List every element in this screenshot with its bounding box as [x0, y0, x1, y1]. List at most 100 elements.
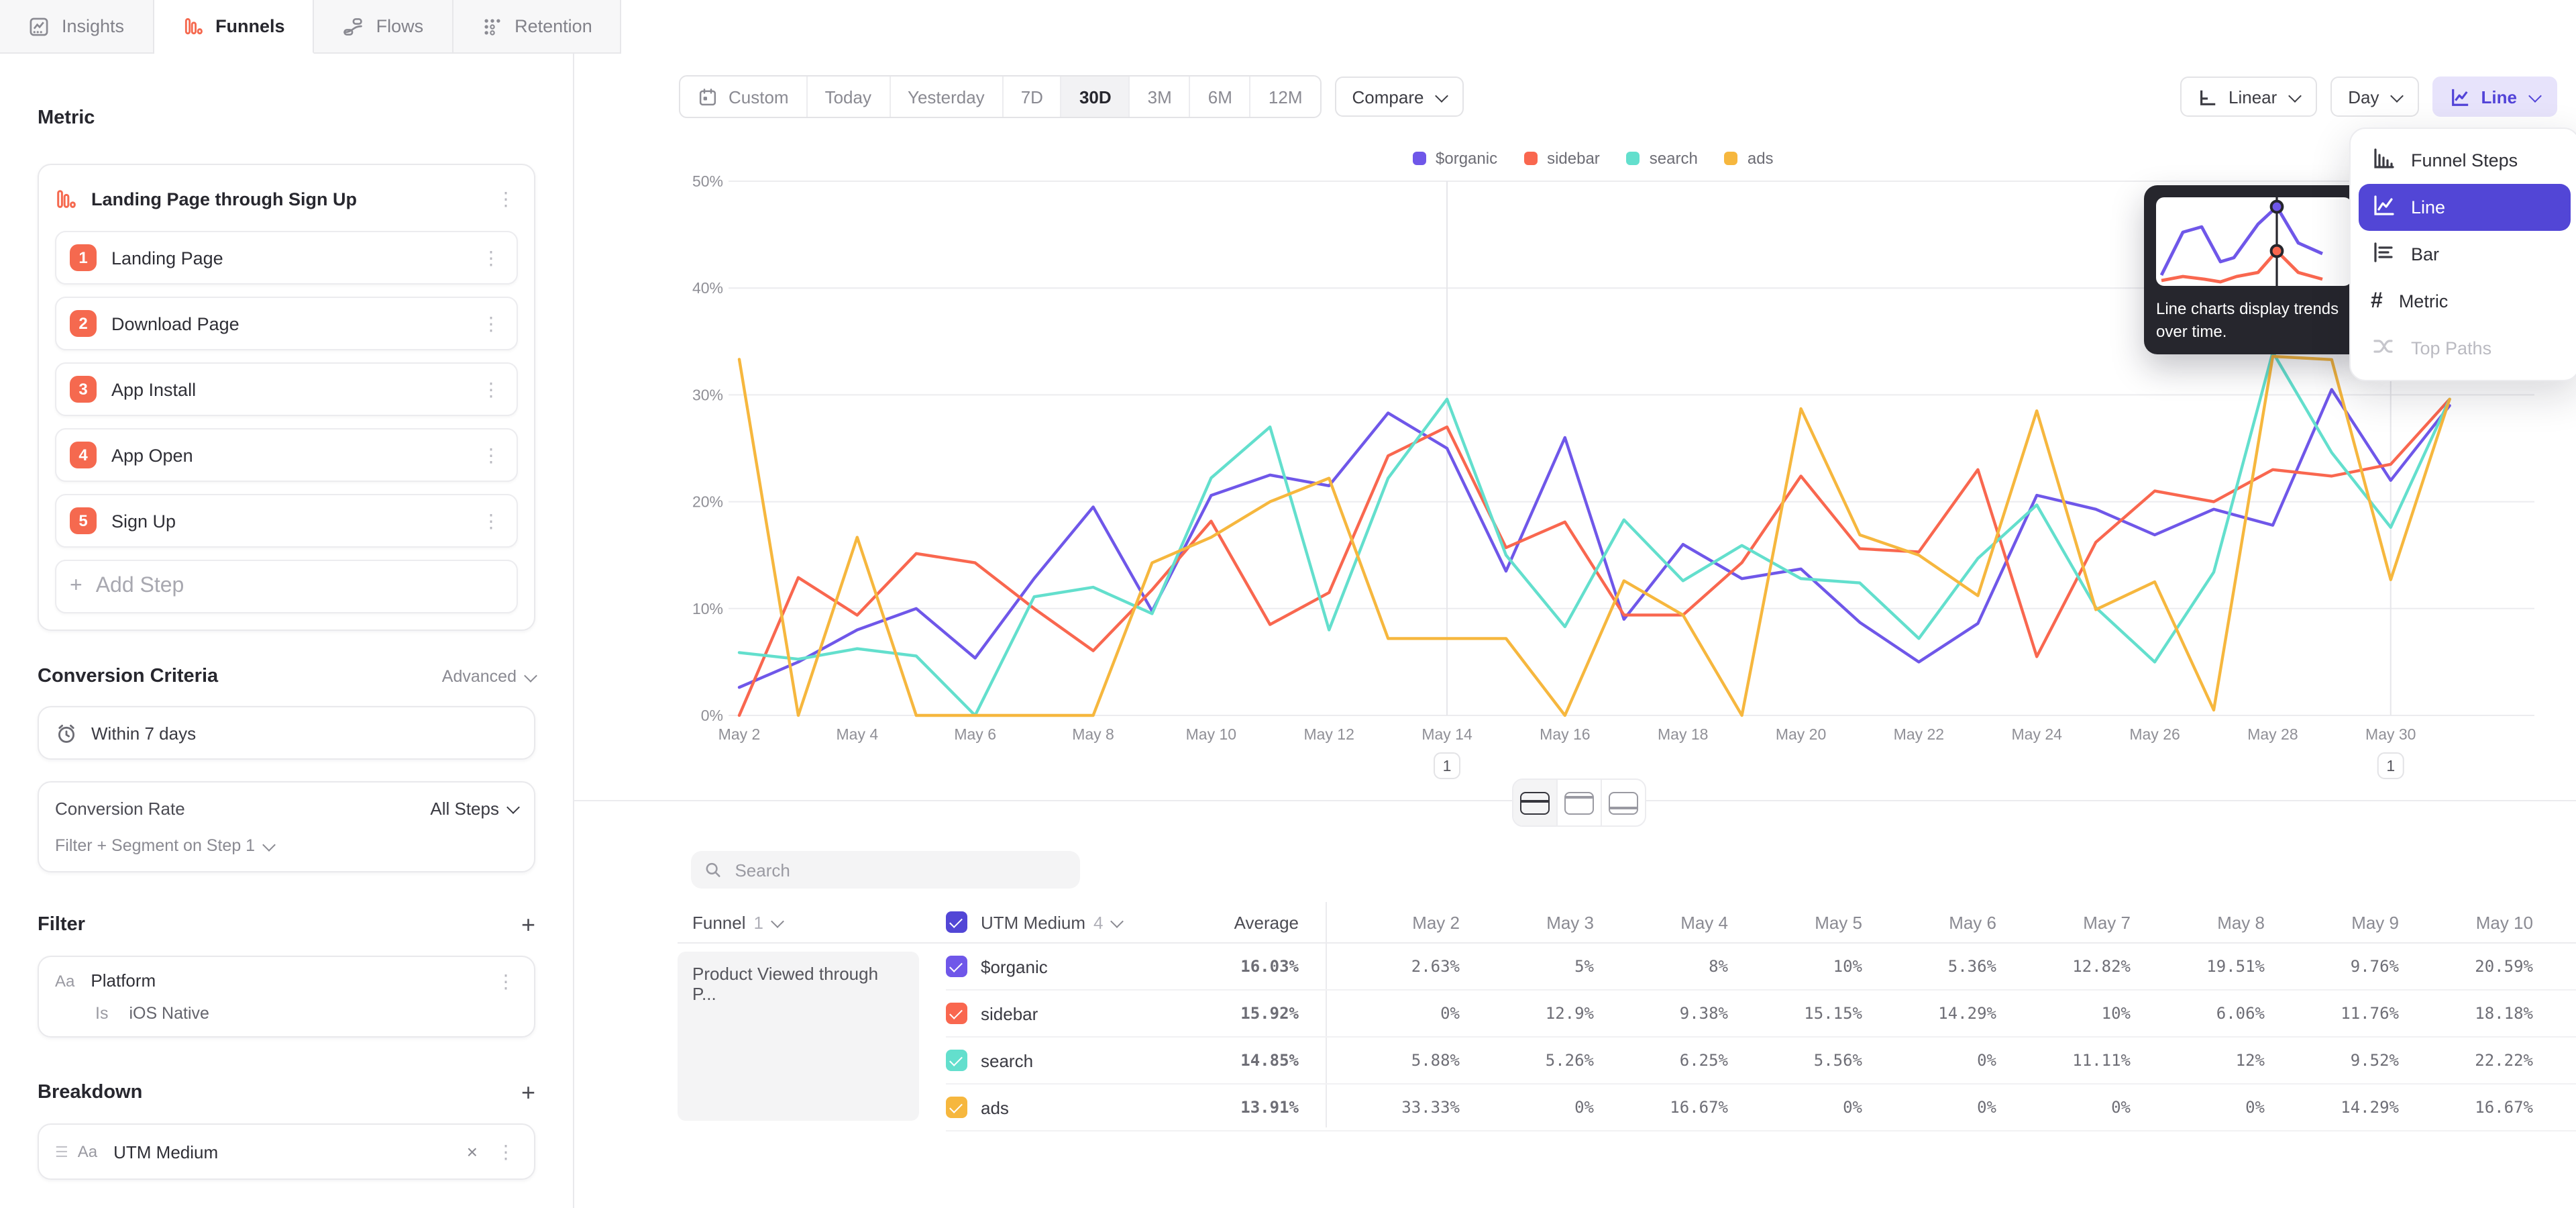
- kebab-menu-icon[interactable]: ⋮: [479, 446, 503, 464]
- svg-text:May 16: May 16: [1540, 725, 1590, 743]
- granularity-dropdown[interactable]: Day: [2330, 77, 2419, 117]
- report-canvas: CustomTodayYesterday7D30D3M6M12M Compare…: [574, 54, 2576, 1208]
- series-checkbox[interactable]: [946, 1050, 967, 1071]
- breakdown-property[interactable]: UTM Medium: [113, 1142, 467, 1162]
- cell-value: 10%: [1996, 1004, 2131, 1023]
- compare-button[interactable]: Compare: [1335, 77, 1464, 117]
- filter-value[interactable]: iOS Native: [129, 1004, 209, 1023]
- all-steps-dropdown[interactable]: All Steps: [430, 799, 518, 819]
- cell-value: 14.29%: [2265, 1098, 2399, 1117]
- svg-text:1: 1: [2386, 757, 2395, 774]
- remove-icon[interactable]: ×: [467, 1141, 478, 1162]
- cell-value: 5.56%: [1728, 1051, 1862, 1070]
- add-filter-button[interactable]: +: [521, 913, 535, 937]
- table-row: search14.85%5.88%5.26%6.25%5.56%0%11.11%…: [946, 1038, 2576, 1085]
- filter-property[interactable]: Platform: [91, 970, 494, 991]
- conversion-rate-card: Conversion Rate All Steps Filter + Segme…: [38, 781, 535, 872]
- series-checkbox[interactable]: [946, 956, 967, 977]
- svg-text:May 30: May 30: [2365, 725, 2416, 743]
- funnel-group-cell[interactable]: Product Viewed through P...: [678, 952, 919, 1121]
- tab-retention[interactable]: Retention: [453, 0, 622, 54]
- series-search[interactable]: [739, 352, 2450, 715]
- kebab-menu-icon[interactable]: ⋮: [479, 511, 503, 530]
- funnel-step[interactable]: 2Download Page⋮: [55, 297, 518, 350]
- funnel-column-header[interactable]: Funnel1: [678, 912, 946, 932]
- tab-label: Funnels: [215, 16, 285, 36]
- date-range-yesterday[interactable]: Yesterday: [889, 77, 1002, 117]
- tab-flows[interactable]: Flows: [315, 0, 453, 54]
- chart-type-tooltip: Line charts display trends over time.: [2144, 185, 2364, 354]
- tab-insights[interactable]: Insights: [0, 0, 154, 54]
- kebab-menu-icon[interactable]: ⋮: [479, 380, 503, 399]
- kebab-menu-icon[interactable]: ⋮: [494, 1142, 518, 1161]
- date-range-12m[interactable]: 12M: [1250, 77, 1320, 117]
- menu-item-line[interactable]: Line: [2359, 184, 2571, 231]
- tab-label: Retention: [515, 16, 592, 36]
- date-range-3m[interactable]: 3M: [1129, 77, 1189, 117]
- funnel-steps-list: 1Landing Page⋮ 2Download Page⋮ 3App Instal…: [55, 231, 518, 548]
- funnel-step[interactable]: 1Landing Page⋮: [55, 231, 518, 285]
- funnel-step[interactable]: 4App Open⋮: [55, 428, 518, 482]
- scale-dropdown[interactable]: Linear: [2180, 77, 2317, 117]
- date-range-6m[interactable]: 6M: [1189, 77, 1250, 117]
- search-input[interactable]: [732, 858, 1067, 881]
- svg-text:May 4: May 4: [837, 725, 879, 743]
- date-column-header: May 3: [1460, 912, 1594, 932]
- menu-item-funnel-steps[interactable]: Funnel Steps: [2359, 137, 2571, 184]
- series-checkbox[interactable]: [946, 1097, 967, 1118]
- series-ads[interactable]: [739, 356, 2450, 715]
- date-column-header: May 8: [2131, 912, 2265, 932]
- svg-text:May 24: May 24: [2012, 725, 2063, 743]
- cell-value: 9.76%: [2265, 957, 2399, 976]
- cell-value: 10%: [1728, 957, 1862, 976]
- cell-value: 12.9%: [1460, 1004, 1594, 1023]
- svg-text:0%: 0%: [701, 707, 723, 724]
- breakdown-column-header[interactable]: UTM Medium4: [946, 911, 1134, 933]
- funnel-step[interactable]: 5Sign Up⋮: [55, 494, 518, 548]
- kebab-menu-icon[interactable]: ⋮: [494, 971, 518, 990]
- svg-text:May 10: May 10: [1186, 725, 1236, 743]
- select-all-checkbox[interactable]: [946, 911, 967, 933]
- kebab-menu-icon[interactable]: ⋮: [479, 314, 503, 333]
- cell-value: 9.52%: [2265, 1051, 2399, 1070]
- step-number-badge: 2: [70, 310, 97, 337]
- date-range-today[interactable]: Today: [806, 77, 889, 117]
- funnel-step[interactable]: 3App Install⋮: [55, 362, 518, 416]
- date-range-custom[interactable]: Custom: [680, 77, 806, 117]
- table-row: ads13.91%33.33%0%16.67%0%0%0%0%14.29%16.…: [946, 1085, 2576, 1131]
- legend-item[interactable]: ads: [1725, 149, 1774, 168]
- legend-item[interactable]: search: [1627, 149, 1698, 168]
- filter-operator[interactable]: Is: [95, 1004, 108, 1023]
- svg-text:May 6: May 6: [954, 725, 996, 743]
- add-step-button[interactable]: + Add Step: [55, 560, 518, 613]
- drag-handle-icon[interactable]: ☰: [55, 1143, 67, 1160]
- metric-title: Landing Page through Sign Up: [91, 189, 494, 209]
- series-organic[interactable]: [739, 389, 2450, 687]
- date-range-30d[interactable]: 30D: [1061, 77, 1129, 117]
- chart-type-dropdown[interactable]: Line: [2433, 77, 2557, 117]
- layout-split-button[interactable]: [1513, 780, 1556, 825]
- add-breakdown-button[interactable]: +: [521, 1080, 535, 1105]
- layout-chart-only-button[interactable]: [1556, 780, 1601, 825]
- kebab-menu-icon[interactable]: ⋮: [479, 248, 503, 267]
- menu-item-bar[interactable]: Bar: [2359, 231, 2571, 278]
- tab-funnels[interactable]: Funnels: [154, 0, 315, 54]
- svg-text:May 2: May 2: [718, 725, 761, 743]
- table-search[interactable]: [691, 851, 1080, 889]
- filter-segment-dropdown[interactable]: Filter + Segment on Step 1: [55, 836, 518, 855]
- layout-table-only-button[interactable]: [1601, 780, 1645, 825]
- advanced-dropdown[interactable]: Advanced: [442, 667, 535, 686]
- date-column-header: May 6: [1862, 912, 1996, 932]
- conversion-window-card[interactable]: Within 7 days: [38, 706, 535, 760]
- date-range-7d[interactable]: 7D: [1002, 77, 1061, 117]
- table-body: Product Viewed through P...$organic16.03…: [678, 944, 2576, 1131]
- svg-text:20%: 20%: [692, 493, 723, 511]
- search-icon: [704, 860, 721, 879]
- cell-value: 19.51%: [2131, 957, 2265, 976]
- menu-item-metric[interactable]: #Metric: [2359, 278, 2571, 325]
- series-checkbox[interactable]: [946, 1003, 967, 1024]
- kebab-menu-icon[interactable]: ⋮: [494, 189, 518, 208]
- legend-item[interactable]: sidebar: [1524, 149, 1600, 168]
- legend-item[interactable]: $organic: [1413, 149, 1497, 168]
- top-paths-icon: [2371, 334, 2395, 362]
